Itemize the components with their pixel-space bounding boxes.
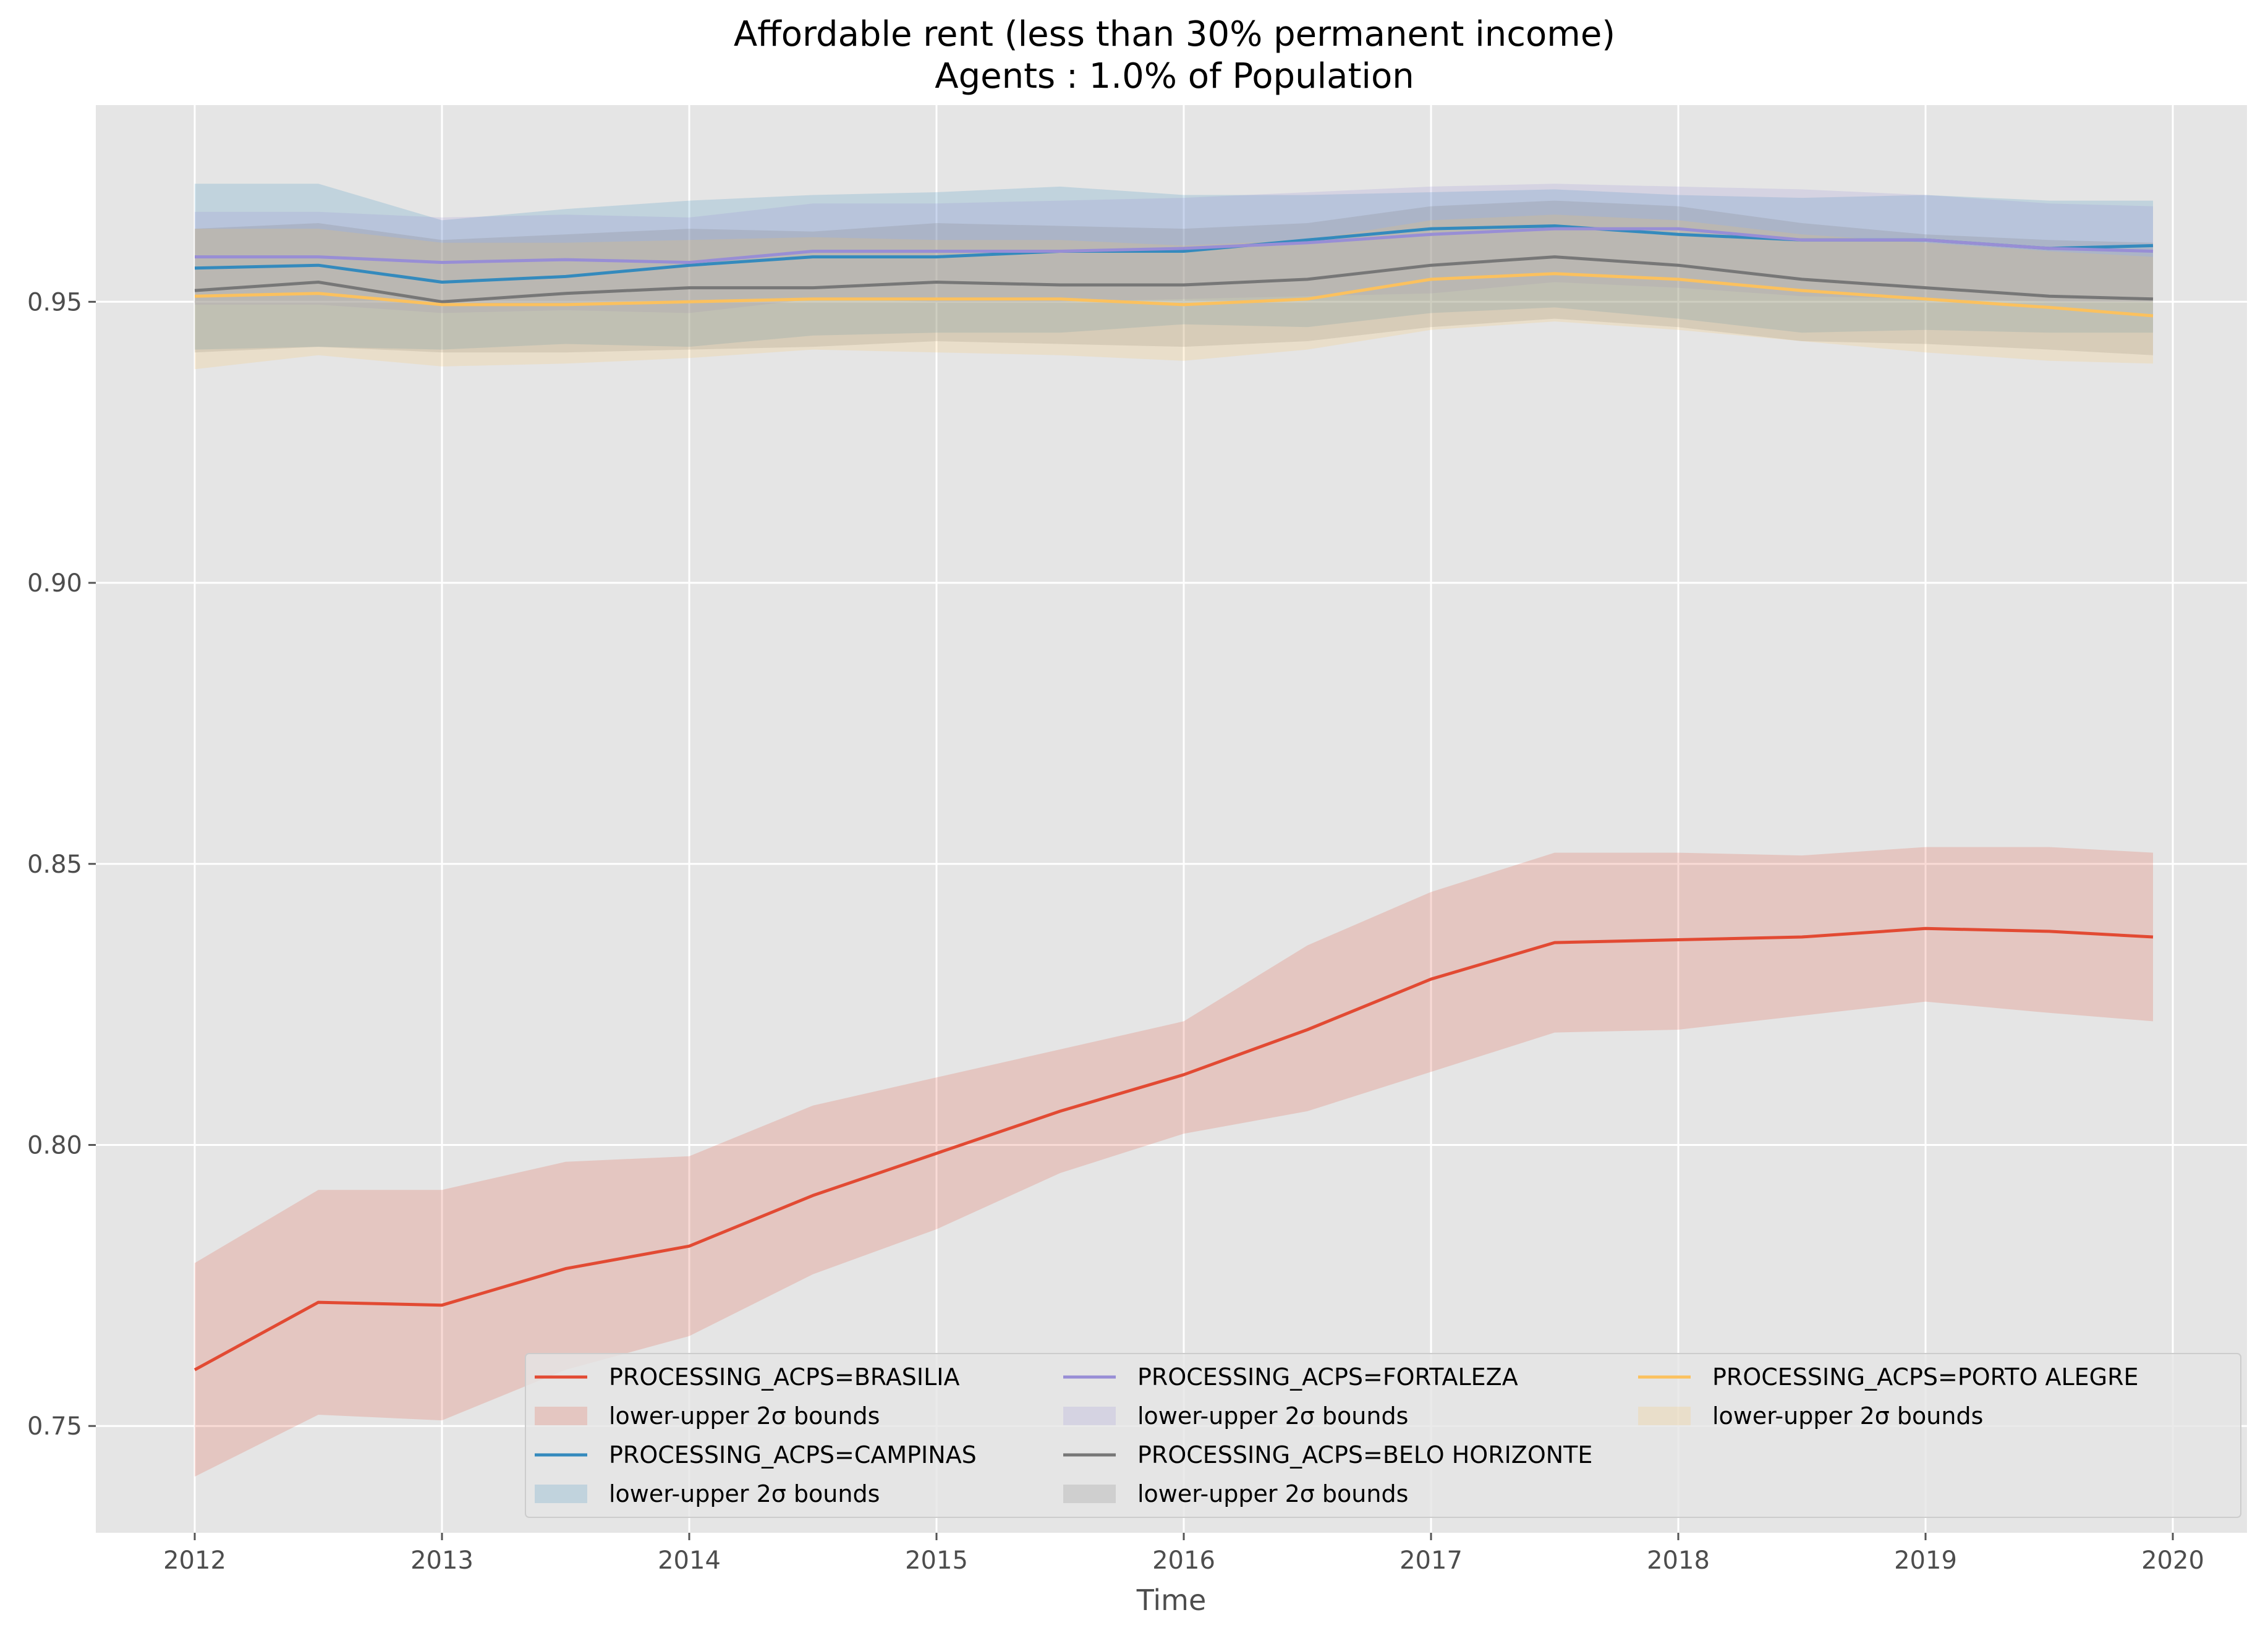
band-3 [195, 200, 2153, 355]
series-line-4 [194, 272, 2154, 318]
legend-band-label-0: lower-upper 2σ bounds [609, 1402, 880, 1430]
x-axis-label: Time [1136, 1583, 1207, 1617]
legend-series-label-4: PROCESSING_ACPS=PORTO ALEGRE [1712, 1363, 2139, 1391]
x-tick-label: 2015 [905, 1546, 968, 1575]
legend: PROCESSING_ACPS=BRASILIA lower-upper 2σ b… [525, 1353, 2241, 1518]
axis-ticks: 2012 2013 2014 2015 2016 2017 2018 2019 2020 0.75… [27, 288, 2204, 1575]
legend-band-label-1: lower-upper 2σ bounds [609, 1480, 880, 1507]
confidence-bands [195, 184, 2153, 1477]
x-tick-label: 2014 [658, 1546, 721, 1575]
legend-band-label-2: lower-upper 2σ bounds [1137, 1402, 1408, 1430]
x-tick-label: 2017 [1399, 1546, 1463, 1575]
y-tick-label: 0.95 [27, 288, 82, 316]
series-lines [193, 224, 2154, 1371]
y-tick-label: 0.85 [27, 850, 82, 879]
x-tick-label: 2019 [1894, 1546, 1957, 1575]
series-line-0 [193, 926, 2154, 1371]
x-tick-label: 2012 [163, 1546, 226, 1575]
series-line-3 [194, 255, 2154, 303]
legend-series-label-2: PROCESSING_ACPS=FORTALEZA [1137, 1363, 1518, 1391]
x-tick-label: 2013 [410, 1546, 474, 1575]
legend-box [525, 1353, 2241, 1518]
x-tick-label: 2018 [1647, 1546, 1710, 1575]
y-tick-label: 0.80 [27, 1131, 82, 1159]
legend-band-label-3: lower-upper 2σ bounds [1137, 1480, 1408, 1507]
y-tick-label: 0.75 [27, 1412, 82, 1441]
band-4 [195, 214, 2153, 370]
x-tick-label: 2016 [1152, 1546, 1215, 1575]
chart-title: Affordable rent (less than 30% permanent… [734, 14, 1615, 54]
legend-band-swatch-2 [1063, 1407, 1116, 1425]
band-1 [195, 184, 2153, 350]
legend-band-swatch-0 [535, 1407, 587, 1425]
legend-band-swatch-4 [1638, 1407, 1691, 1425]
x-tick-label: 2020 [2141, 1546, 2204, 1575]
plot-area [96, 105, 2247, 1533]
legend-band-swatch-3 [1063, 1485, 1116, 1503]
y-tick-label: 0.90 [27, 569, 82, 598]
legend-band-label-4: lower-upper 2σ bounds [1712, 1402, 1983, 1430]
legend-series-label-0: PROCESSING_ACPS=BRASILIA [609, 1363, 959, 1391]
legend-series-label-3: PROCESSING_ACPS=BELO HORIZONTE [1137, 1441, 1592, 1469]
chart-subtitle: Agents : 1.0% of Population [935, 56, 1414, 96]
series-line-2 [195, 227, 2154, 265]
band-0 [195, 847, 2153, 1477]
legend-series-label-1: PROCESSING_ACPS=CAMPINAS [609, 1441, 977, 1469]
legend-band-swatch-1 [535, 1485, 587, 1503]
